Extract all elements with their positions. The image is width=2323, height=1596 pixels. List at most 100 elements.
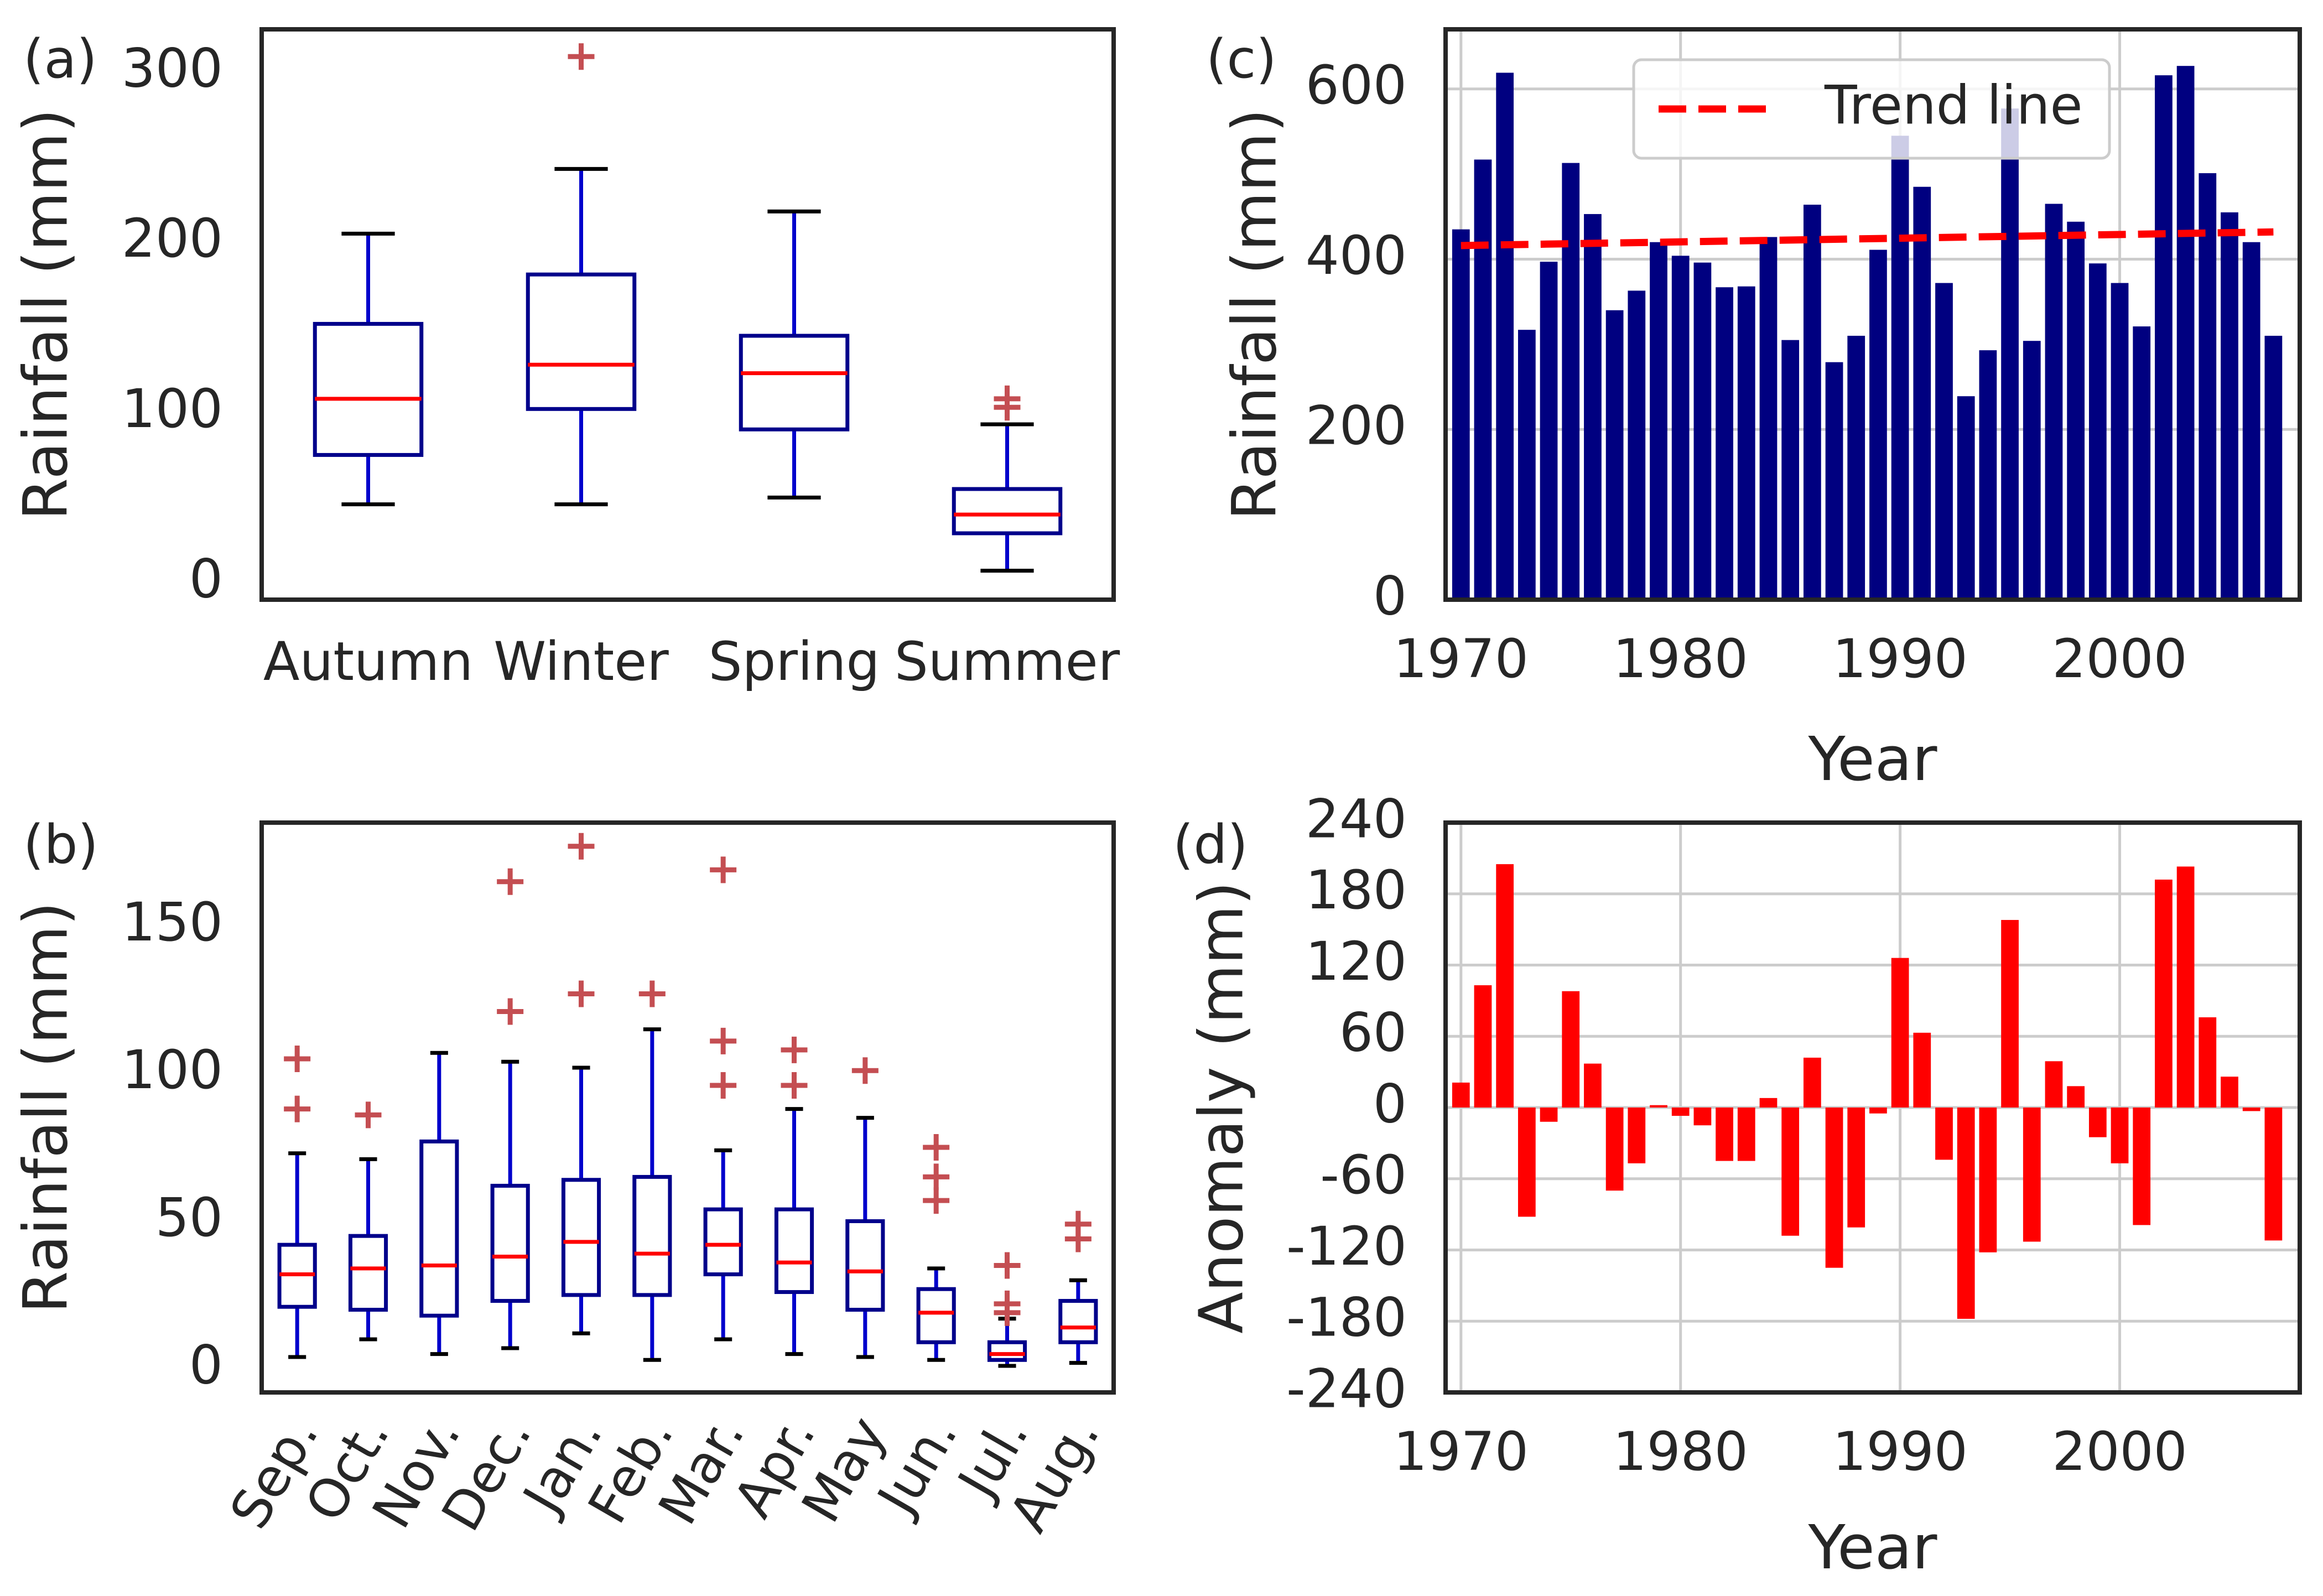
bar-1974 bbox=[1540, 1108, 1558, 1122]
bar-1988 bbox=[1847, 335, 1865, 600]
outlier-point bbox=[284, 1095, 311, 1122]
box-iqr bbox=[490, 1183, 530, 1303]
x-tick-label: 1970 bbox=[1394, 628, 1529, 690]
bar-1989 bbox=[1869, 249, 1887, 600]
outlier-point bbox=[568, 980, 595, 1007]
bar-1998 bbox=[2067, 1086, 2085, 1108]
y-axis-label: Rainfall (mm) bbox=[10, 902, 81, 1313]
bar-2004 bbox=[2199, 173, 2217, 600]
bar-1996 bbox=[2023, 341, 2041, 600]
bar-2003 bbox=[2176, 66, 2195, 600]
bar-1996 bbox=[2023, 1108, 2041, 1242]
x-tick-label: 1990 bbox=[1832, 628, 1967, 690]
box-aug bbox=[1058, 1210, 1098, 1365]
bar-1994 bbox=[1979, 350, 1997, 600]
y-tick-label: 150 bbox=[122, 891, 223, 953]
bar-2000 bbox=[2111, 283, 2129, 600]
bar-1980 bbox=[1671, 1108, 1690, 1116]
bar-1972 bbox=[1496, 72, 1514, 600]
y-tick-label: 180 bbox=[1306, 859, 1407, 921]
y-axis-label: Rainfall (mm) bbox=[10, 108, 81, 520]
outlier-point bbox=[994, 1252, 1021, 1279]
bar-2002 bbox=[2155, 880, 2173, 1108]
y-tick-label: 200 bbox=[1306, 395, 1407, 457]
outlier-point bbox=[923, 1187, 950, 1214]
box-iqr bbox=[348, 1234, 388, 1312]
y-tick-label: -240 bbox=[1286, 1358, 1407, 1420]
bar-1979 bbox=[1650, 1105, 1667, 1108]
outlier-point bbox=[923, 1163, 950, 1190]
outlier-point bbox=[355, 1101, 382, 1129]
bar-1981 bbox=[1693, 1108, 1712, 1126]
bar-2001 bbox=[2133, 326, 2151, 600]
y-tick-label: 100 bbox=[122, 1039, 223, 1101]
box-winter bbox=[526, 43, 637, 507]
legend-box bbox=[1632, 58, 2111, 160]
box-iqr bbox=[561, 1178, 601, 1297]
y-tick-label: 50 bbox=[155, 1187, 223, 1249]
bar-1971 bbox=[1474, 985, 1492, 1108]
outlier-point bbox=[710, 1027, 737, 1054]
bar-2000 bbox=[2111, 1108, 2129, 1163]
bar-1986 bbox=[1803, 1057, 1821, 1108]
x-tick-label: 2000 bbox=[2052, 1421, 2187, 1483]
bar-1991 bbox=[1913, 186, 1931, 600]
bar-1994 bbox=[1979, 1108, 1997, 1252]
x-tick-label: Summer bbox=[895, 631, 1120, 693]
outlier-point bbox=[284, 1045, 311, 1072]
outlier-point bbox=[923, 1134, 950, 1161]
bar-2006 bbox=[2242, 242, 2260, 600]
panel-label: (c) bbox=[1206, 28, 1277, 90]
bar-1995 bbox=[2001, 919, 2019, 1108]
bar-1977 bbox=[1605, 1108, 1624, 1191]
outlier-point bbox=[710, 1072, 737, 1099]
bar-1984 bbox=[1759, 1098, 1778, 1108]
bar-1992 bbox=[1935, 1108, 1953, 1160]
bar-1982 bbox=[1716, 287, 1733, 600]
bar-1979 bbox=[1650, 242, 1667, 600]
panel-label: (b) bbox=[23, 814, 98, 876]
y-tick-label: 200 bbox=[122, 207, 223, 269]
box-iqr bbox=[916, 1287, 956, 1344]
bar-1975 bbox=[1562, 991, 1580, 1108]
x-tick-label: 1980 bbox=[1613, 628, 1748, 690]
axes-frame bbox=[1443, 27, 2302, 602]
bar-1985 bbox=[1781, 1108, 1800, 1236]
bar-1989 bbox=[1869, 1108, 1887, 1114]
legend-label: Trend line bbox=[1824, 74, 2083, 136]
box-iqr bbox=[313, 321, 424, 457]
x-tick-label: 2000 bbox=[2052, 628, 2187, 690]
outlier-point bbox=[568, 833, 595, 860]
y-tick-label: 300 bbox=[122, 37, 223, 99]
bar-2003 bbox=[2176, 866, 2195, 1108]
y-tick-label: 60 bbox=[1339, 1002, 1407, 1064]
box-may bbox=[845, 1057, 885, 1359]
y-tick-label: 0 bbox=[1373, 1073, 1407, 1135]
box-summer bbox=[952, 385, 1063, 573]
box-apr bbox=[774, 1036, 814, 1356]
bar-1970 bbox=[1452, 1082, 1470, 1108]
bar-1986 bbox=[1803, 204, 1821, 600]
axes-frame bbox=[259, 820, 1116, 1395]
box-jan bbox=[561, 833, 601, 1335]
bar-1993 bbox=[1957, 1108, 1975, 1319]
y-tick-label: 600 bbox=[1306, 54, 1407, 116]
box-iqr bbox=[774, 1207, 814, 1295]
bar-1973 bbox=[1518, 1108, 1536, 1217]
x-axis-label: Year bbox=[1808, 724, 1938, 794]
y-tick-label: -120 bbox=[1286, 1215, 1407, 1277]
box-jun bbox=[916, 1134, 956, 1362]
bar-2002 bbox=[2155, 75, 2173, 600]
panel-b: 050100150Sep.Oct.Nov.Dec.Jan.Feb.Mar.Apr… bbox=[10, 814, 1116, 1542]
y-axis-label: Anomaly (mm) bbox=[1186, 881, 1256, 1334]
bar-1988 bbox=[1847, 1108, 1865, 1228]
panel-label: (a) bbox=[23, 28, 97, 90]
box-iqr bbox=[526, 272, 637, 411]
box-iqr bbox=[952, 487, 1063, 536]
trend-line bbox=[1461, 228, 2274, 249]
outlier-point bbox=[781, 1036, 808, 1063]
outlier-point bbox=[497, 998, 524, 1025]
box-mar bbox=[703, 856, 743, 1342]
bar-1974 bbox=[1540, 262, 1558, 600]
